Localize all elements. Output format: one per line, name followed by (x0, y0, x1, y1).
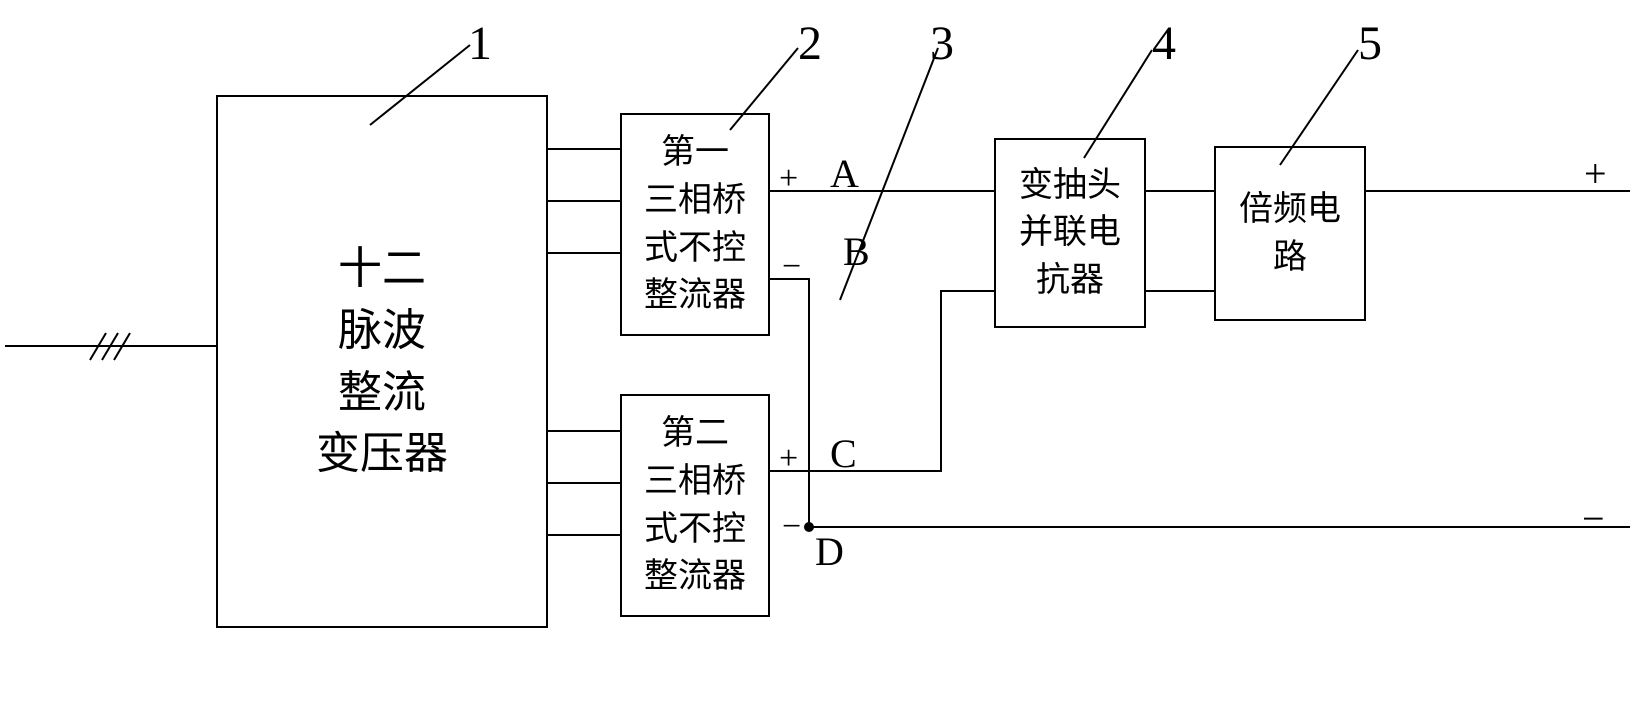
wire (808, 526, 1630, 528)
block-reactor: 变抽头并联电抗器 (994, 138, 1146, 328)
polarity-sign: − (782, 248, 801, 286)
polarity-sign: − (782, 508, 801, 546)
wire (548, 482, 620, 484)
callout-number: 3 (930, 16, 954, 71)
block-rectifier-2: 第二三相桥式不控整流器 (620, 394, 770, 617)
block-freq-mult: 倍频电路 (1214, 146, 1366, 321)
wire (808, 278, 810, 528)
wire (548, 252, 620, 254)
wire (940, 290, 942, 472)
block-rectifier-1: 第一三相桥式不控整流器 (620, 113, 770, 336)
block-transformer: 十二脉波整流变压器 (216, 95, 548, 628)
wire (548, 148, 620, 150)
wire (5, 345, 216, 347)
polarity-sign: + (779, 160, 798, 198)
wire (770, 190, 994, 192)
wire (940, 290, 994, 292)
wire (548, 200, 620, 202)
block-transformer-text: 十二脉波整流变压器 (316, 238, 448, 484)
polarity-sign: + (779, 440, 798, 478)
block-rectifier-2-text: 第二三相桥式不控整流器 (644, 410, 746, 600)
block-freq-mult-text: 倍频电路 (1239, 186, 1341, 281)
node-label: A (830, 150, 859, 197)
node-label: C (830, 430, 857, 477)
callout-number: 2 (798, 16, 822, 71)
block-rectifier-1-text: 第一三相桥式不控整流器 (644, 129, 746, 319)
output-terminal: − (1582, 495, 1605, 542)
wire (1146, 190, 1214, 192)
output-terminal: + (1584, 150, 1607, 197)
wire (548, 534, 620, 536)
junction-dot (804, 522, 814, 532)
wire (1146, 290, 1214, 292)
callout-number: 5 (1358, 16, 1382, 71)
callout-number: 4 (1152, 16, 1176, 71)
callout-number: 1 (468, 16, 492, 71)
block-reactor-text: 变抽头并联电抗器 (1019, 162, 1121, 305)
wire (548, 430, 620, 432)
node-label: D (815, 528, 844, 575)
node-label: B (843, 228, 870, 275)
